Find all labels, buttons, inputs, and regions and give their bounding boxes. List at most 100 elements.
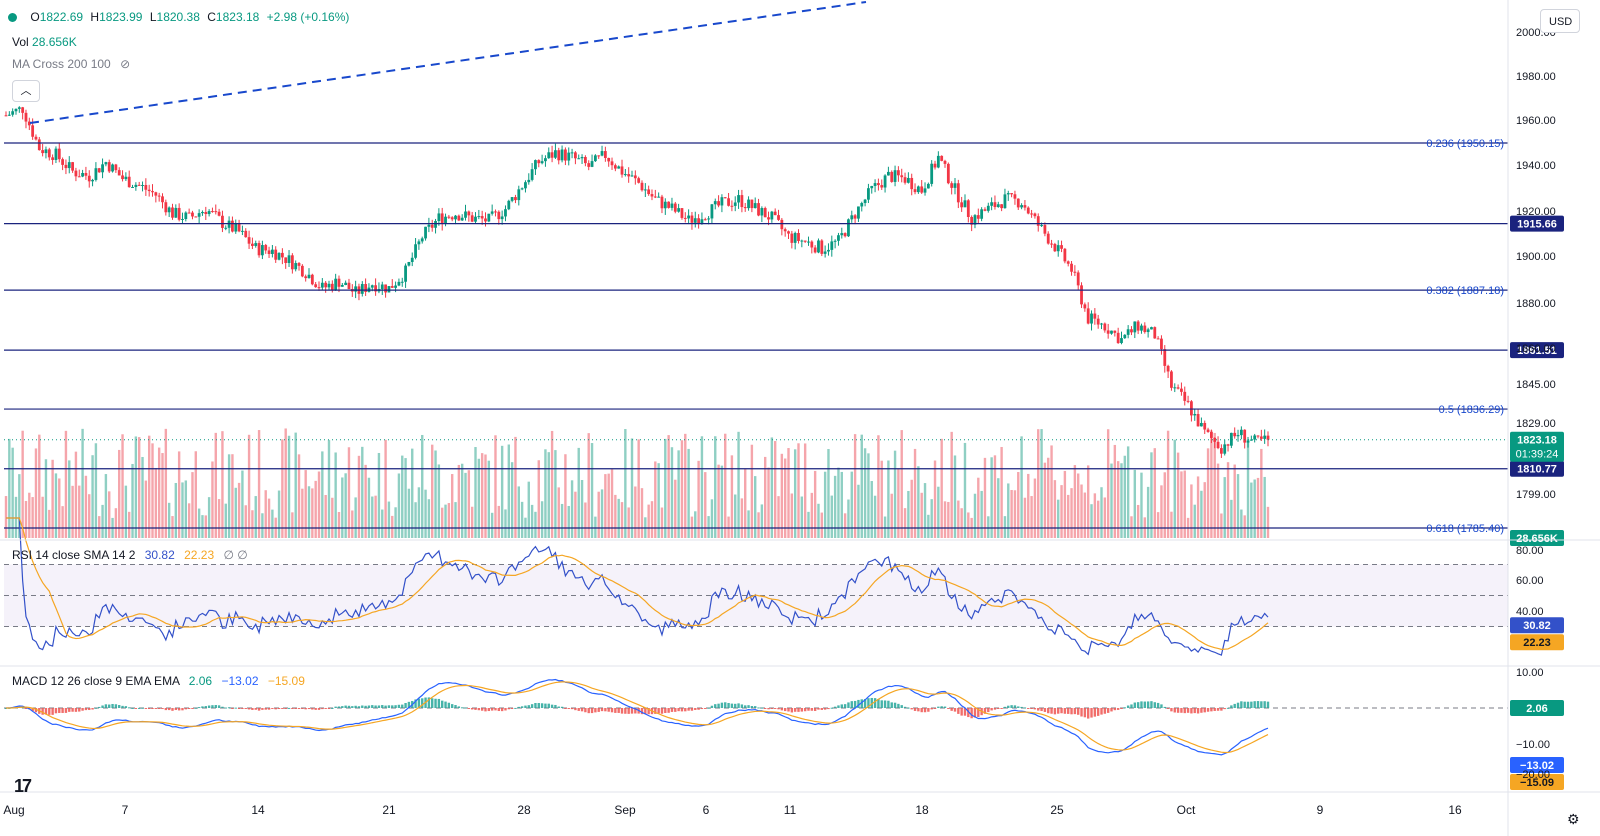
macd-hist-bar	[843, 704, 847, 708]
close-value: 1823.18	[215, 10, 260, 24]
macd-hist-bar	[187, 708, 191, 709]
macd-hist-bar	[970, 708, 973, 719]
macd-hist-bar	[520, 706, 524, 708]
volume-bar	[211, 461, 214, 538]
macd-badge	[1510, 757, 1564, 773]
macd-hist-bar	[324, 708, 327, 709]
volume-bar	[184, 480, 188, 538]
volume-bar	[264, 490, 267, 538]
volume-bar	[657, 463, 660, 538]
volume-bar	[477, 458, 481, 538]
candle-body	[390, 286, 394, 288]
volume-bar	[800, 496, 804, 538]
volume-bar	[770, 437, 774, 538]
volume-bar	[454, 502, 457, 538]
macd-hist-bar	[108, 704, 111, 708]
rsi-badge	[1510, 617, 1564, 634]
volume-bar	[803, 443, 807, 538]
macd-hist-bar	[244, 708, 247, 709]
macd-hist-bar	[331, 707, 334, 709]
volume-bar	[427, 499, 431, 538]
volume-bar	[873, 495, 877, 538]
candle-body	[637, 178, 641, 183]
volume-bar	[68, 460, 71, 538]
volume-bar	[307, 486, 311, 538]
volume-bar	[297, 454, 301, 538]
candle-body	[823, 251, 827, 254]
candle-body	[890, 171, 894, 182]
candle-body	[214, 211, 218, 213]
volume-bar	[963, 442, 967, 538]
macd-hist-bar	[101, 705, 104, 708]
volume-bar	[587, 433, 590, 538]
macd-legend[interactable]: MACD 12 26 close 9 EMA EMA 2.06 −13.02 −…	[12, 674, 305, 688]
volume-bar	[773, 441, 777, 538]
countdown-label: 01:39:24	[1516, 449, 1559, 461]
volume-bar	[431, 444, 434, 538]
candle-body	[1219, 448, 1223, 454]
macd-hist-bar	[487, 708, 491, 712]
candle-body	[480, 216, 484, 219]
rsi-ma-badge-label: 22.23	[1523, 637, 1551, 649]
macd-hist-bar	[231, 708, 234, 709]
candle-body	[903, 177, 907, 183]
volume-bar	[1153, 448, 1156, 538]
volume-bar	[84, 475, 88, 538]
candle-body	[347, 282, 351, 290]
volume-bar	[341, 477, 344, 538]
candle-body	[590, 161, 594, 167]
ma-cross-legend[interactable]: MA Cross 200 100 ⊘	[12, 57, 131, 71]
volume-bar	[1110, 463, 1113, 538]
macd-hist-bar	[297, 708, 301, 709]
macd-hist-bar	[284, 708, 287, 709]
rsi-legend[interactable]: RSI 14 close SMA 14 2 30.82 22.23 ∅ ∅	[12, 548, 248, 562]
volume-bar	[1180, 471, 1183, 538]
candle-body	[1023, 205, 1027, 208]
eye-hidden-icon[interactable]: ⊘	[120, 57, 131, 71]
macd-hist-bar	[317, 708, 321, 710]
volume-bar	[1213, 432, 1216, 538]
currency-selector[interactable]: USD	[1540, 9, 1580, 33]
volume-bar	[607, 473, 610, 538]
volume-legend[interactable]: Vol 28.656K	[12, 35, 77, 49]
candle-body	[896, 170, 900, 176]
candle-body	[187, 212, 191, 214]
volume-bar	[967, 512, 970, 538]
candle-body	[204, 211, 208, 215]
low-value: 1820.38	[156, 10, 200, 24]
volume-bar	[157, 447, 161, 538]
candle-body	[317, 287, 321, 289]
collapse-legend-button[interactable]: ︿	[12, 80, 40, 102]
macd-hist-bar	[1003, 706, 1007, 708]
candle-body	[310, 274, 314, 285]
status-dot-icon	[8, 13, 17, 22]
rsi-pane: 30.82 22.23	[4, 517, 1564, 656]
candle-body	[976, 215, 980, 219]
macd-hist-bar	[1057, 708, 1060, 714]
volume-bar	[304, 470, 307, 538]
volume-bar	[324, 495, 327, 538]
candle-body	[430, 224, 434, 228]
volume-bar	[807, 511, 810, 538]
tradingview-logo-icon: 17	[14, 776, 32, 796]
gear-icon[interactable]: ⚙	[1567, 811, 1580, 827]
macd-hist-bar	[534, 703, 537, 708]
macd-hist-bar	[1233, 703, 1236, 708]
candle-body	[643, 189, 647, 191]
candle-body	[940, 155, 944, 161]
macd-hist-bar	[803, 708, 807, 712]
candle-body	[720, 197, 724, 206]
candle-body	[1160, 338, 1163, 350]
macd-hist-bar	[500, 708, 504, 712]
volume-bar	[444, 504, 447, 538]
macd-hist-bar	[447, 702, 451, 708]
macd-hist-bar	[344, 705, 347, 708]
volume-bar	[108, 491, 111, 538]
macd-hist-bar	[494, 708, 497, 711]
volume-bar	[357, 455, 361, 538]
candle-body	[427, 224, 431, 227]
candle-body	[583, 157, 587, 164]
current-price-badge	[1510, 431, 1564, 462]
candle-body	[593, 155, 597, 162]
